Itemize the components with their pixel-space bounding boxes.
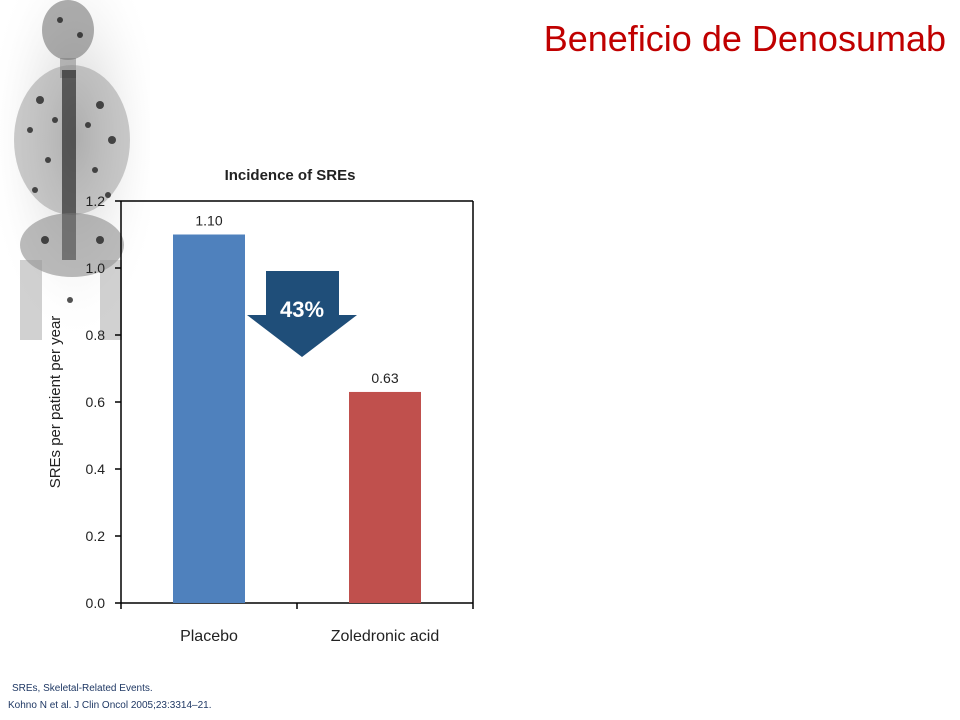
y-tick-label: 1.2 bbox=[86, 193, 106, 209]
y-tick-label: 0.6 bbox=[86, 394, 106, 410]
y-tick-label: 1.0 bbox=[86, 260, 106, 276]
footnote-reference: Kohno N et al. J Clin Oncol 2005;23:3314… bbox=[8, 700, 212, 711]
y-tick-label: 0.8 bbox=[86, 327, 106, 343]
chart-title: Incidence of SREs bbox=[225, 167, 356, 184]
x-category-label: Placebo bbox=[180, 628, 238, 645]
y-tick-label: 0.4 bbox=[86, 461, 106, 477]
y-tick-label: 0.0 bbox=[86, 595, 106, 611]
reduction-arrow-icon bbox=[247, 271, 357, 357]
x-category-label: Zoledronic acid bbox=[331, 628, 440, 645]
bar-placebo bbox=[173, 234, 245, 603]
bar-value-label: 1.10 bbox=[195, 213, 222, 229]
slide-title: Beneficio de Denosumab bbox=[543, 18, 946, 59]
reduction-percent-label: 43% bbox=[280, 297, 324, 322]
bar-zoledronic-acid bbox=[349, 391, 421, 603]
plot-area: 0.0 0.2 0.4 0.6 0.8 1.0 1.2 1.10 Placebo 0.63 Zole… bbox=[86, 193, 474, 645]
bar-value-label: 0.63 bbox=[371, 370, 398, 386]
bone-scan-image bbox=[0, 0, 150, 345]
y-tick-label: 0.2 bbox=[86, 528, 106, 544]
y-axis-label: SREs per patient per year bbox=[47, 316, 64, 489]
footnote-definition: SREs, Skeletal-Related Events. bbox=[12, 683, 153, 694]
